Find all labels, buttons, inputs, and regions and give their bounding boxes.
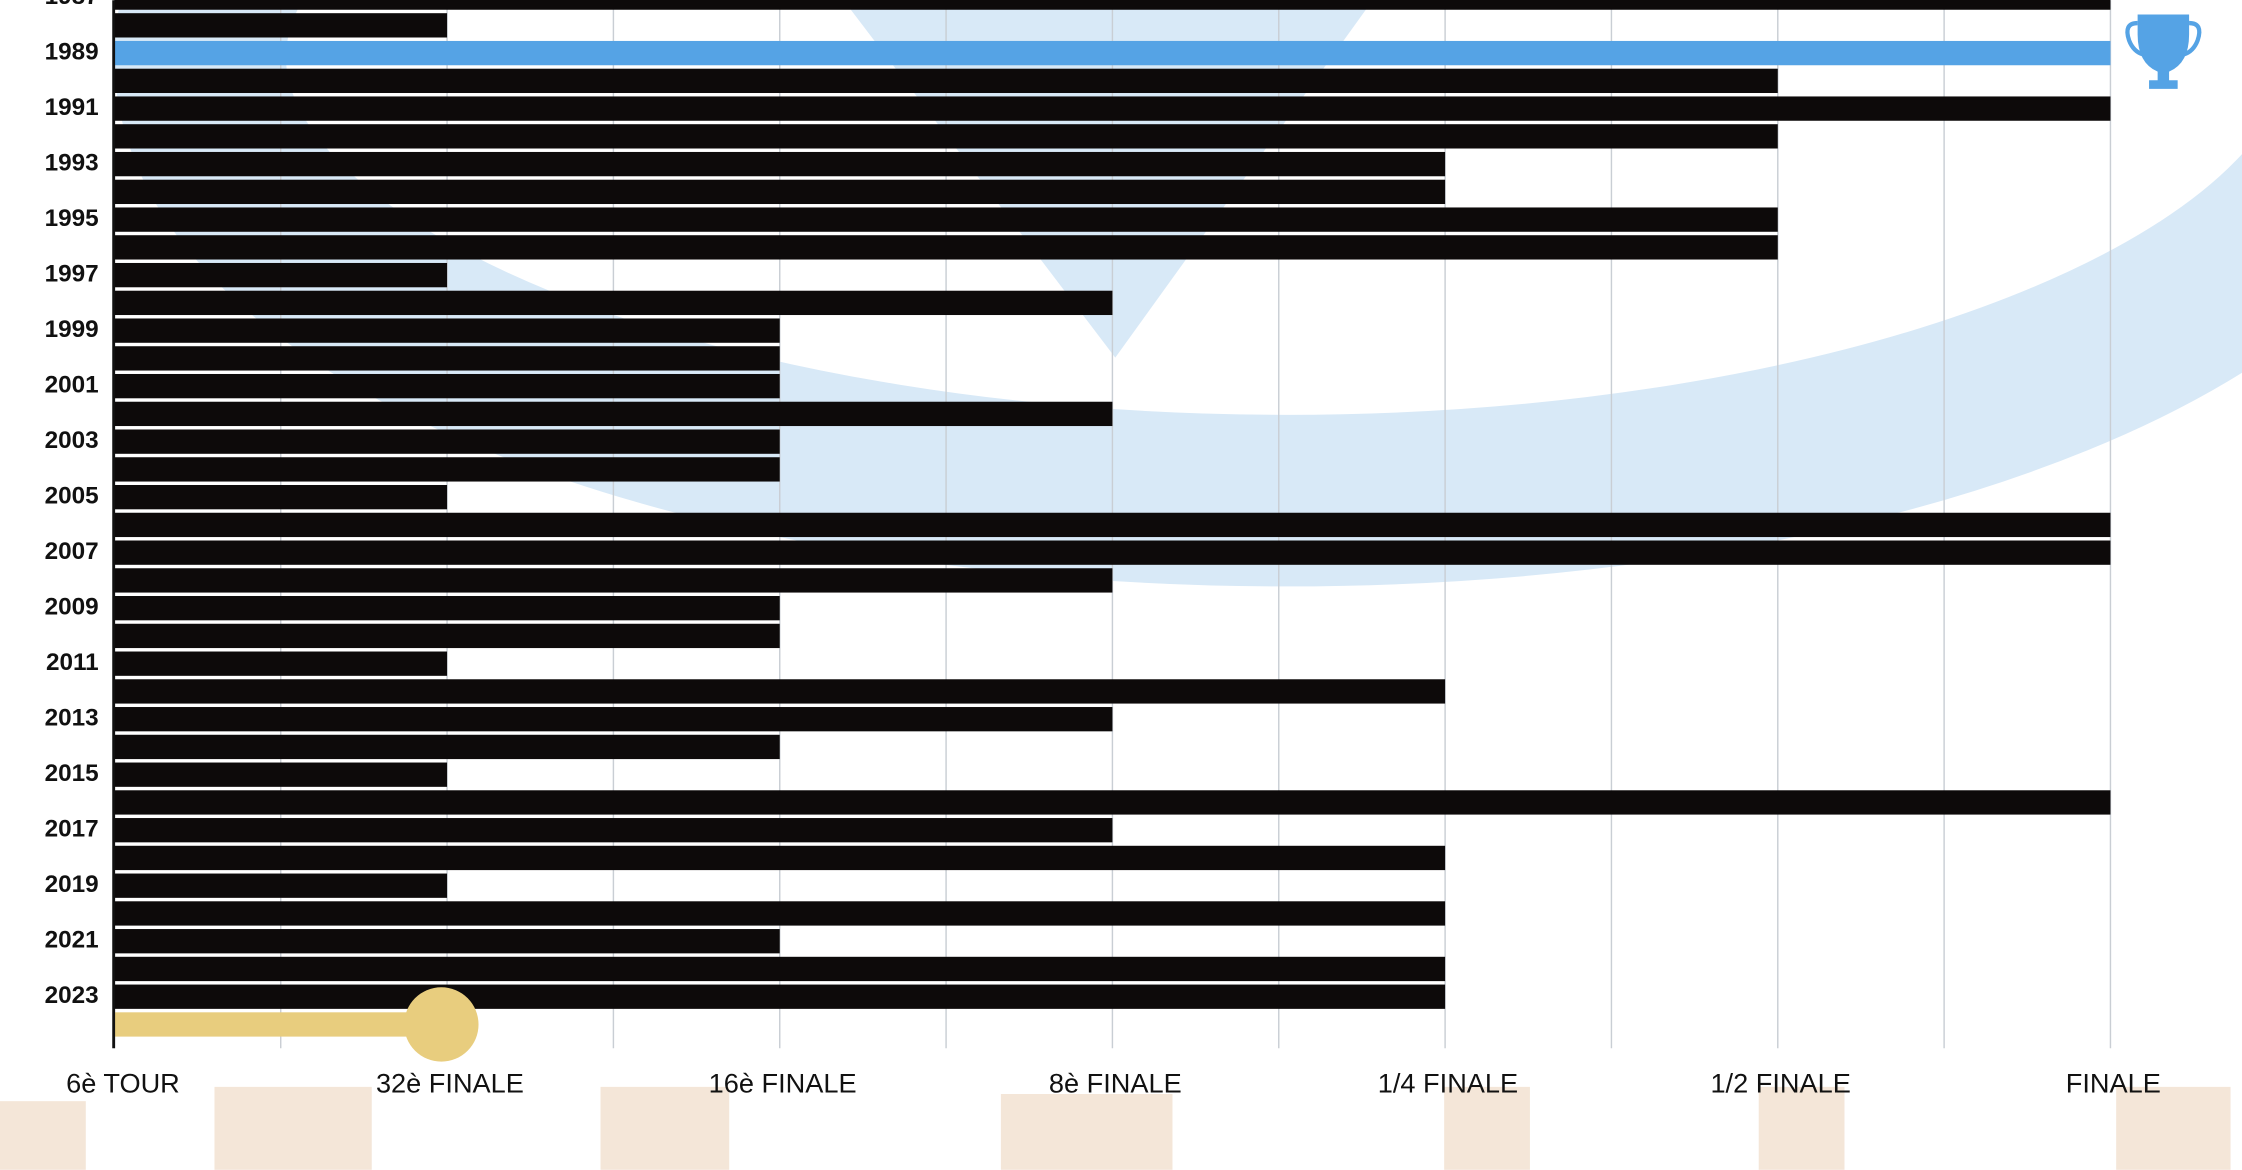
bar: [114, 346, 780, 371]
bar: [114, 429, 780, 454]
y-tick-label: 2019: [45, 871, 99, 898]
bar: [114, 651, 448, 676]
y-tick-label: 1997: [45, 261, 99, 288]
y-tick-label: 1989: [45, 39, 99, 66]
bar: [114, 929, 780, 954]
bar: [114, 540, 2111, 565]
x-tick-label: FINALE: [2066, 1068, 2161, 1099]
bar: [114, 68, 1778, 94]
bar: [114, 207, 1778, 232]
x-tick-label: 1/2 FINALE: [1710, 1068, 1850, 1099]
bar: [114, 124, 1778, 149]
bar: [114, 235, 1778, 260]
y-tick-label: 1991: [45, 94, 99, 121]
bar: [114, 707, 1113, 732]
bar: [114, 734, 780, 760]
bar: [114, 401, 1113, 427]
bar: [114, 568, 1113, 593]
y-tick-label: 2021: [45, 927, 99, 954]
bar: [114, 373, 780, 399]
bar: [114, 623, 780, 649]
bar: [114, 96, 2111, 121]
trophy-icon: [2125, 14, 2202, 89]
x-tick-label: 8è FINALE: [1049, 1068, 1182, 1099]
y-tick-label: 2011: [46, 649, 99, 676]
x-tick-label: 1/4 FINALE: [1378, 1068, 1518, 1099]
bar: [114, 1012, 448, 1037]
y-tick-label: 2007: [45, 538, 99, 565]
bar: [114, 596, 780, 621]
y-tick-label: 2013: [45, 705, 99, 732]
y-tick-label: 2015: [45, 760, 99, 787]
bar: [114, 845, 1446, 871]
bar: [114, 290, 1113, 316]
y-tick-label: 2023: [45, 982, 99, 1009]
y-tick-label: 2003: [45, 427, 99, 454]
x-tick-label: 6è TOUR: [66, 1068, 180, 1099]
bar: [114, 679, 1446, 704]
bar: [114, 818, 1113, 843]
bar: [114, 13, 448, 38]
y-tick-label: 2009: [45, 594, 99, 621]
x-tick-label: 32è FINALE: [376, 1068, 524, 1099]
current-marker: [404, 987, 479, 1062]
y-tick-label: 1999: [45, 316, 99, 343]
bar: [114, 901, 1446, 926]
y-tick-label: 1987: [45, 0, 99, 10]
bar: [114, 956, 1446, 982]
bar: [114, 457, 780, 482]
bar: [114, 318, 780, 343]
bar: [114, 790, 2111, 815]
bar: [114, 262, 448, 288]
y-tick-label: 2005: [45, 483, 99, 510]
y-tick-label: 1995: [45, 205, 99, 232]
bar: [114, 873, 448, 898]
bar: [114, 151, 1446, 177]
y-tick-label: 1993: [45, 150, 99, 177]
bars: [114, 0, 2111, 1062]
bar: [114, 179, 1446, 205]
bar: [114, 984, 1446, 1009]
bar: [114, 40, 2111, 66]
bar: [114, 512, 2111, 538]
x-tick-label: 16è FINALE: [709, 1068, 857, 1099]
bar: [114, 0, 2111, 10]
y-tick-label: 2001: [45, 372, 99, 399]
bar: [114, 762, 448, 787]
y-tick-label: 2017: [45, 816, 99, 843]
bar: [114, 484, 448, 510]
